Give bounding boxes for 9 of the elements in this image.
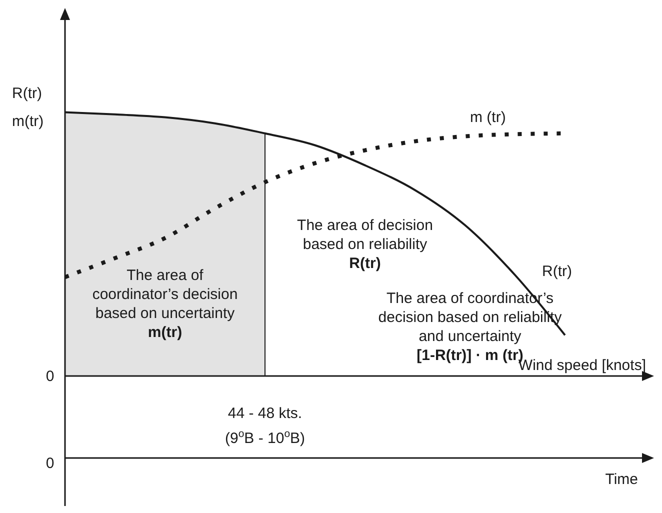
text: Time: [605, 471, 638, 488]
series-label: R(tr): [542, 263, 572, 280]
annotation: The area of coordinator’s decision based on uncertainty m(tr): [92, 267, 238, 341]
series-label: m (tr): [470, 109, 506, 126]
annotation: 0: [46, 368, 54, 385]
annotation: The area of decision based on reliability R(tr): [297, 217, 433, 272]
text: 0: [46, 455, 54, 472]
text: 44 - 48 kts. (9$^{o}$B - 10$^{o}$B): [224, 405, 306, 447]
y-axis-title: R(tr) m(tr): [12, 85, 44, 130]
